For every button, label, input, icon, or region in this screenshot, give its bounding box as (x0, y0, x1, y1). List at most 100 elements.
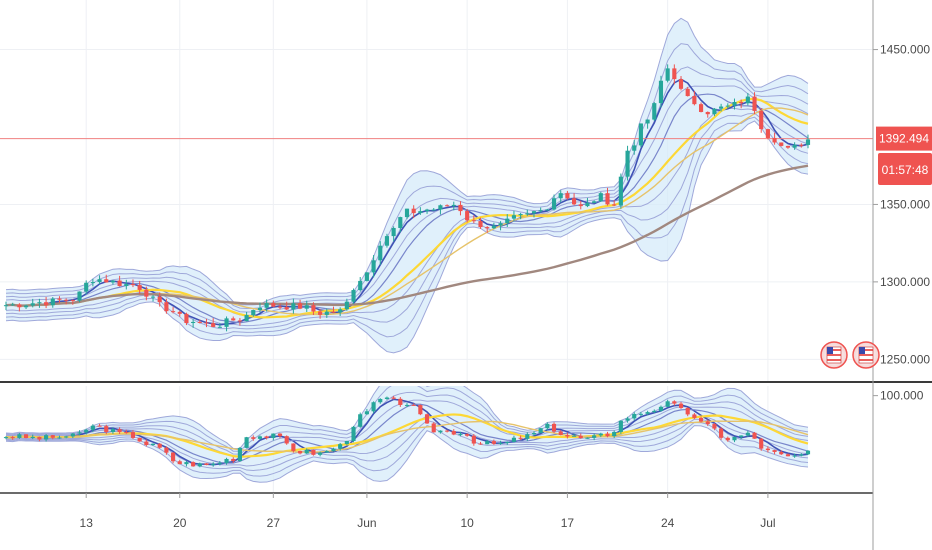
oscillator-bars[interactable] (3, 395, 811, 468)
price-candle (110, 280, 115, 283)
us-event-icon[interactable] (852, 341, 880, 369)
price-candle (311, 305, 316, 312)
price-candle (785, 145, 791, 148)
oscillator-candle (150, 443, 156, 445)
price-candle (692, 96, 697, 105)
oscillator-candle (404, 404, 410, 406)
time-tick-label: 13 (80, 516, 94, 530)
oscillator-candle (792, 455, 797, 457)
oscillator-candle (779, 451, 784, 455)
price-candle (331, 311, 336, 313)
price-candle (391, 227, 396, 237)
oscillator-candle (77, 432, 82, 434)
us-event-icon[interactable] (820, 341, 848, 369)
price-candle (625, 150, 630, 177)
price-candle (384, 236, 390, 246)
price-candle (171, 311, 176, 313)
oscillator-candle (284, 436, 289, 444)
price-tick-label: 1300.000 (880, 275, 930, 289)
oscillator-candle (84, 429, 89, 433)
time-tick-label: 10 (460, 516, 474, 530)
price-candle (739, 102, 744, 104)
price-candle (618, 176, 623, 206)
oscillator-candle (177, 461, 182, 465)
oscillator-axis[interactable]: 100.000 (873, 389, 924, 403)
price-candle (498, 223, 503, 226)
price-candle (451, 204, 456, 207)
oscillator-candle (598, 433, 603, 436)
price-band-lower (5, 112, 809, 330)
price-candle (297, 303, 303, 309)
oscillator-candle (732, 436, 737, 441)
oscillator-candle (698, 417, 704, 422)
price-candle (17, 304, 22, 308)
time-tick-label: 24 (661, 516, 675, 530)
price-candle (144, 289, 149, 297)
price-candle (632, 145, 637, 151)
time-tick-label: Jun (357, 516, 376, 530)
oscillator-candle (531, 433, 537, 435)
oscillator-pane (3, 386, 811, 483)
price-candle (137, 285, 142, 290)
oscillator-candle (511, 437, 516, 442)
oscillator-candle (665, 401, 670, 407)
oscillator-candle (538, 428, 543, 434)
price-candle (23, 305, 29, 308)
price-axis[interactable]: 1450.000 1350.000 1300.000 1250.000 (873, 43, 930, 367)
oscillator-candle (244, 437, 249, 448)
oscillator-candle (211, 463, 216, 465)
price-candle (364, 272, 369, 281)
price-candle (438, 205, 443, 210)
main-pane (0, 17, 873, 354)
candles[interactable] (3, 64, 811, 332)
price-envelope (5, 17, 809, 354)
price-candle (698, 104, 704, 112)
price-candle (130, 284, 136, 286)
countdown-label: 01:57:48 (882, 163, 929, 177)
price-candle (725, 105, 730, 107)
oscillator-candle (578, 435, 583, 439)
oscillator-ma-mid-2 (5, 420, 809, 453)
oscillator-candle (391, 397, 396, 399)
oscillator-candle (625, 418, 630, 421)
oscillator-candle (712, 424, 717, 429)
oscillator-candle (739, 435, 744, 437)
oscillator-candle (231, 458, 236, 462)
oscillator-candle (344, 440, 349, 445)
oscillator-candle (685, 407, 690, 415)
price-candle (124, 284, 129, 287)
price-candle (612, 204, 617, 206)
price-candle (264, 303, 269, 308)
oscillator-candle (331, 448, 336, 452)
price-candle (10, 304, 15, 306)
current-price-label: 1392.494 (879, 132, 929, 146)
oscillator-candle (264, 436, 269, 438)
price-candle (525, 213, 530, 215)
price-candle (30, 303, 35, 306)
price-candle (551, 198, 557, 210)
time-tick-label: 27 (267, 516, 281, 530)
price-candle (284, 307, 289, 310)
price-candle (177, 311, 182, 314)
price-candle (77, 291, 82, 301)
price-candle (478, 221, 483, 228)
price-candle (705, 111, 710, 115)
oscillator-candle (204, 463, 209, 465)
price-candle (70, 300, 75, 302)
oscillator-candle (251, 437, 256, 439)
oscillator-candle (551, 423, 557, 432)
price-band-upper (5, 43, 809, 309)
oscillator-candle (692, 414, 697, 418)
time-axis[interactable]: 13 20 27 Jun 10 17 24 Jul (80, 493, 776, 530)
price-candle (217, 326, 222, 328)
oscillator-candle (605, 433, 610, 437)
price-candle (411, 208, 416, 214)
price-candle (318, 311, 323, 315)
oscillator-candle (184, 462, 189, 465)
price-candle (685, 88, 690, 97)
oscillator-candle (745, 432, 750, 436)
oscillator-candle (759, 438, 764, 449)
oscillator-candle (70, 433, 75, 437)
